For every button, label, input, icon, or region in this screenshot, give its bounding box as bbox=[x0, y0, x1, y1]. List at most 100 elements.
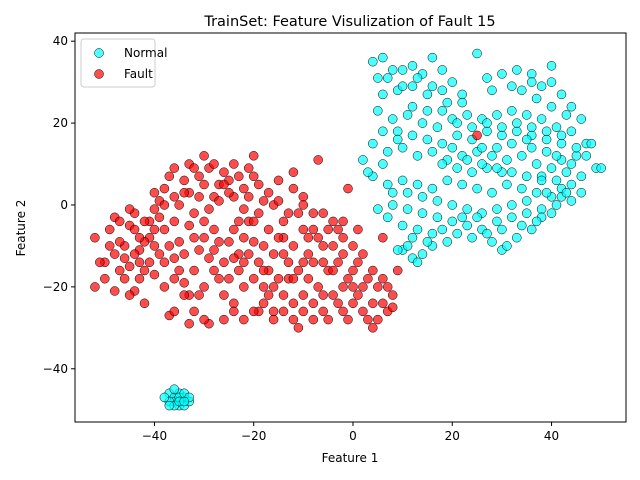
fault-point bbox=[308, 314, 319, 325]
fault-point bbox=[313, 232, 323, 243]
fault-point bbox=[119, 253, 130, 263]
normal-point bbox=[407, 232, 418, 243]
normal-point bbox=[536, 114, 547, 124]
fault-point bbox=[318, 241, 328, 251]
fault-point bbox=[209, 224, 219, 235]
fault-point bbox=[204, 204, 214, 214]
plot-frame bbox=[74, 32, 627, 423]
fault-point bbox=[229, 253, 239, 263]
fault-point bbox=[234, 171, 244, 182]
normal-point bbox=[397, 65, 408, 75]
normal-point bbox=[477, 142, 487, 153]
fault-point bbox=[179, 175, 189, 186]
normal-point bbox=[566, 179, 577, 190]
fault-point bbox=[174, 237, 184, 247]
fault-point bbox=[95, 257, 105, 268]
normal-point bbox=[437, 106, 448, 116]
normal-point bbox=[536, 81, 547, 91]
fault-point bbox=[338, 282, 348, 292]
fault-point bbox=[90, 282, 100, 292]
y-axis-label: Feature 2 bbox=[14, 200, 28, 257]
normal-point bbox=[546, 101, 557, 112]
y-tick-label: −40 bbox=[43, 362, 68, 376]
normal-point bbox=[492, 204, 502, 214]
fault-point bbox=[338, 232, 348, 243]
fault-point bbox=[90, 232, 100, 243]
normal-point bbox=[546, 61, 557, 71]
normal-point bbox=[402, 204, 413, 214]
normal-point bbox=[382, 179, 393, 190]
fault-point bbox=[343, 183, 353, 194]
fault-point bbox=[229, 306, 239, 317]
normal-point bbox=[422, 134, 433, 145]
fault-point bbox=[373, 282, 383, 292]
normal-point bbox=[397, 220, 408, 231]
normal-point bbox=[368, 138, 378, 149]
fault-point bbox=[387, 302, 398, 313]
normal-point bbox=[517, 85, 527, 96]
normal-point bbox=[392, 134, 403, 145]
fault-point bbox=[378, 298, 388, 309]
fault-point bbox=[199, 314, 209, 325]
fault-point bbox=[263, 290, 274, 300]
fault-point bbox=[382, 282, 393, 292]
normal-point bbox=[164, 400, 175, 411]
fault-point bbox=[313, 155, 323, 165]
fault-point bbox=[318, 208, 328, 218]
fault-point bbox=[189, 208, 199, 218]
normal-point bbox=[378, 159, 388, 169]
fault-point bbox=[234, 216, 244, 227]
fault-point bbox=[288, 298, 299, 309]
fault-point bbox=[109, 286, 120, 296]
fault-point bbox=[144, 257, 155, 268]
normal-point bbox=[382, 146, 393, 157]
normal-point bbox=[432, 212, 443, 223]
fault-point bbox=[199, 216, 209, 227]
fault-point bbox=[134, 232, 145, 243]
normal-point bbox=[378, 126, 388, 137]
y-tick-label: 0 bbox=[60, 198, 68, 212]
fault-point bbox=[258, 241, 269, 251]
normal-point bbox=[546, 77, 557, 87]
normal-point bbox=[373, 106, 383, 116]
fault-point bbox=[248, 151, 259, 161]
normal-point bbox=[531, 187, 542, 198]
normal-point bbox=[472, 48, 482, 59]
normal-point bbox=[507, 167, 517, 177]
fault-point bbox=[328, 265, 338, 276]
normal-point bbox=[442, 175, 453, 186]
fault-point bbox=[308, 298, 319, 309]
normal-point bbox=[526, 224, 537, 235]
fault-point bbox=[358, 306, 368, 317]
fault-point bbox=[204, 253, 214, 263]
fault-point bbox=[239, 204, 249, 214]
fault-point bbox=[303, 249, 314, 259]
x-tick-label: 40 bbox=[544, 429, 559, 443]
normal-point bbox=[477, 159, 487, 169]
normal-point bbox=[512, 65, 522, 75]
fault-point bbox=[179, 249, 189, 259]
normal-point bbox=[566, 126, 577, 137]
fault-point bbox=[100, 273, 110, 284]
fault-point bbox=[248, 306, 259, 317]
fault-point bbox=[124, 290, 135, 300]
fault-point bbox=[243, 249, 254, 259]
normal-point bbox=[422, 89, 433, 100]
normal-point bbox=[521, 208, 532, 218]
fault-point bbox=[268, 314, 279, 325]
fault-point bbox=[189, 265, 199, 276]
fault-point bbox=[154, 249, 165, 259]
normal-point bbox=[551, 200, 562, 210]
fault-point bbox=[248, 273, 259, 284]
fault-point bbox=[189, 232, 199, 243]
normal-point bbox=[541, 126, 552, 137]
fault-point bbox=[338, 216, 348, 227]
normal-point bbox=[412, 179, 423, 190]
fault-point bbox=[268, 249, 279, 259]
normal-point bbox=[536, 204, 547, 214]
fault-point bbox=[149, 187, 160, 198]
fault-point bbox=[273, 196, 284, 206]
normal-point bbox=[447, 200, 458, 210]
normal-point bbox=[576, 114, 587, 124]
ticks-layer: −40 −20 0 20 40 −40 −20 0 20 40 bbox=[43, 34, 560, 443]
